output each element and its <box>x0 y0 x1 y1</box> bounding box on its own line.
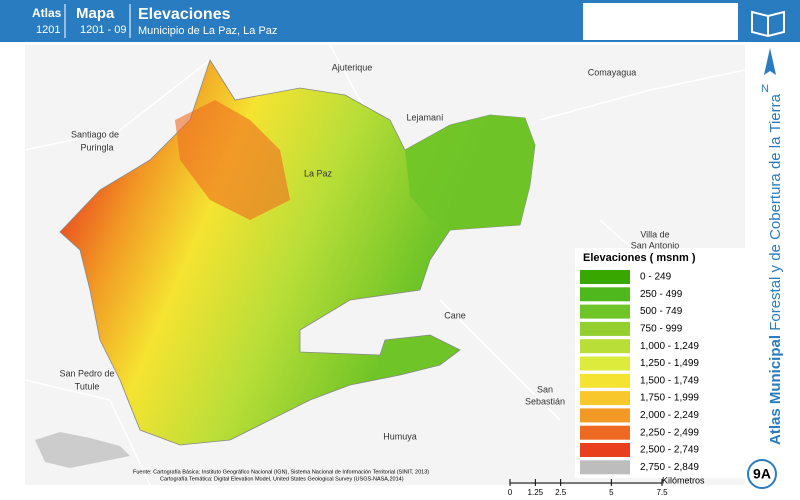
place-label: La Paz <box>304 168 333 178</box>
place-label: Lejamaní <box>406 112 444 122</box>
legend-label: 2,500 - 2,749 <box>640 445 699 456</box>
north-label: N <box>761 83 769 95</box>
legend-swatch <box>580 443 630 457</box>
lowland-area <box>405 115 535 230</box>
series-title-rest: Forestal y de Cobertura de la Tierra <box>767 93 784 335</box>
sheet-badge <box>747 459 777 489</box>
series-title: Atlas Municipal Forestal y de Cobertura … <box>767 93 784 445</box>
map-subtitle: Municipio de La Paz, La Paz <box>138 25 277 37</box>
inset-country <box>35 432 130 468</box>
book-icon <box>751 10 785 38</box>
place-label: Comayagua <box>588 67 637 77</box>
logo-box <box>583 3 738 40</box>
map-label: Mapa <box>76 5 115 22</box>
place-label: San <box>537 384 553 394</box>
legend-label: 2,750 - 2,849 <box>640 462 699 473</box>
sheet-number: 9A <box>753 466 771 482</box>
legend-label: 2,250 - 2,499 <box>640 427 699 438</box>
source-line: Cartografía Temática: Digital Elevation … <box>160 476 404 482</box>
legend-swatch <box>580 460 630 475</box>
place-label: Puringla <box>80 142 113 152</box>
scale-unit: Kilómetros <box>662 475 705 485</box>
scale-tick-label: 1.25 <box>528 488 544 497</box>
legend-label: 0 - 249 <box>640 272 672 283</box>
place-label: San Antonio <box>631 240 680 250</box>
legend-label: 1,750 - 1,999 <box>640 393 699 404</box>
legend-swatch <box>580 425 630 440</box>
scale-tick-label: 0 <box>508 488 513 497</box>
legend-swatch <box>580 408 630 423</box>
legend-swatch <box>580 391 630 406</box>
place-label: San Pedro de <box>59 368 114 378</box>
place-label: Santiago de <box>71 129 119 139</box>
legend-label: 250 - 499 <box>640 289 683 300</box>
legend-title: Elevaciones ( msnm ) <box>583 252 696 264</box>
legend-swatch <box>580 287 630 302</box>
legend-swatch <box>580 373 630 388</box>
series-title-bold: Atlas Municipal <box>767 335 784 445</box>
highland-area <box>175 100 290 220</box>
scale-tick-label: 5 <box>609 488 614 497</box>
scale-tick-label: 7.5 <box>656 488 668 497</box>
map-number: 1201 - 09 <box>80 24 126 36</box>
place-label: Sebastián <box>525 396 565 406</box>
legend-swatch <box>580 339 630 354</box>
place-label: Villa de <box>640 229 669 239</box>
legend-label: 1,000 - 1,249 <box>640 341 699 352</box>
atlas-number: 1201 <box>36 24 60 36</box>
place-label: Ajuterique <box>332 62 373 72</box>
source-line: Fuente: Cartografía Básica: Instituto Ge… <box>133 469 429 475</box>
legend-label: 750 - 999 <box>640 324 683 335</box>
legend-swatch <box>580 356 630 371</box>
legend-swatch <box>580 304 630 319</box>
place-label: Tutule <box>75 381 100 391</box>
place-label: Cane <box>444 310 466 320</box>
legend-swatch <box>580 321 630 336</box>
legend-swatch <box>580 270 630 284</box>
north-arrow <box>764 48 776 75</box>
place-label: Humuya <box>383 431 417 441</box>
legend-label: 500 - 749 <box>640 306 683 317</box>
map-title: Elevaciones <box>138 6 231 23</box>
scale-tick-label: 2.5 <box>555 488 567 497</box>
legend-label: 2,000 - 2,249 <box>640 410 699 421</box>
legend-label: 1,500 - 1,749 <box>640 375 699 386</box>
legend-label: 1,250 - 1,499 <box>640 358 699 369</box>
atlas-label: Atlas <box>32 6 62 20</box>
